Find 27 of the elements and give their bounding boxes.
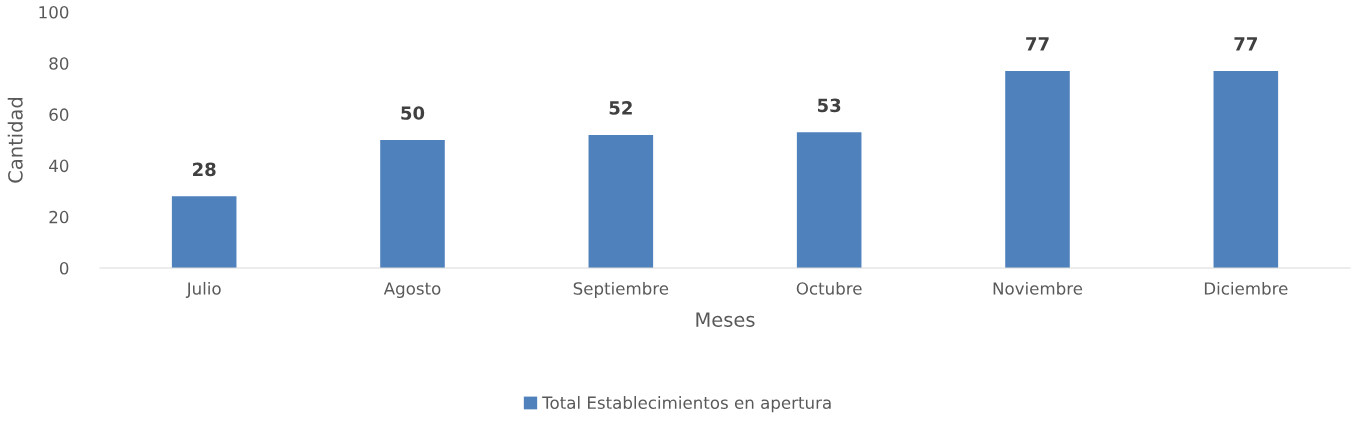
x-tick-label: Noviembre [993, 281, 1083, 295]
x-tick-label: Septiembre [573, 281, 669, 299]
legend-label: Total Establecimientos en apertura [542, 396, 831, 413]
data-label: 53 [818, 98, 841, 113]
bar [171, 196, 237, 268]
bar [380, 140, 445, 268]
y-axis-title: Cantidad [7, 98, 23, 183]
y-tick-label: 0 [59, 261, 69, 275]
x-axis-title: Meses [696, 312, 755, 327]
bar [796, 132, 862, 268]
y-tick-label: 40 [49, 159, 69, 173]
data-label: 50 [401, 106, 425, 120]
data-label: 28 [193, 162, 216, 177]
data-label: 77 [1026, 37, 1049, 51]
y-tick-label: 80 [49, 57, 69, 70]
y-tick-label: 20 [49, 210, 69, 224]
bar [1213, 70, 1279, 268]
x-tick-label: Agosto [383, 282, 441, 299]
data-label: 52 [609, 101, 632, 115]
bar [1005, 70, 1070, 268]
bar [588, 134, 654, 268]
y-tick-label: 60 [49, 108, 69, 121]
data-label: 77 [1234, 37, 1257, 51]
x-tick-label: Diciembre [1204, 281, 1288, 295]
x-tick-label: Julio [185, 281, 221, 298]
x-tick-label: Octubre [796, 281, 862, 295]
y-tick-label: 100 [39, 5, 69, 19]
